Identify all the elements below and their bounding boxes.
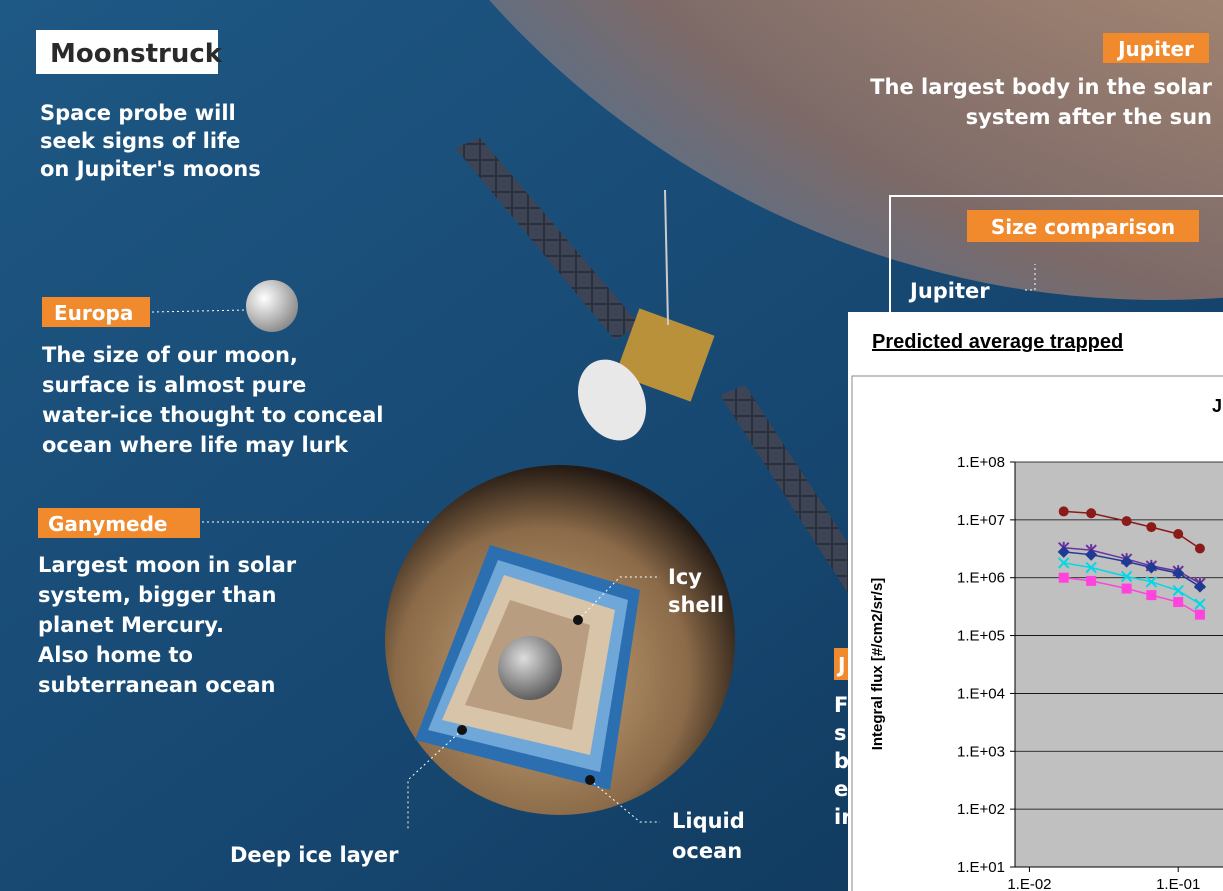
jupiter-tag: Jupiter	[1116, 37, 1194, 61]
plot-area	[1015, 462, 1223, 867]
point	[1086, 508, 1096, 518]
subtitle-line: on Jupiter's moons	[40, 157, 261, 181]
partial-line: F	[834, 693, 848, 717]
europa-sphere	[246, 280, 298, 332]
europa-line: ocean where life may lurk	[42, 433, 349, 457]
point	[1086, 576, 1096, 586]
y-axis-label: Integral flux [#/cm2/sr/s]	[869, 578, 886, 751]
y-tick-label: 1.E+01	[957, 859, 1005, 876]
title: Moonstruck	[50, 39, 223, 69]
pointer-dot	[585, 775, 595, 785]
point	[1059, 573, 1069, 583]
point	[1146, 590, 1156, 600]
ganymede-line: system, bigger than	[38, 583, 276, 607]
chart-title: Predicted average trapped	[872, 331, 1123, 353]
subtitle-line: seek signs of life	[40, 129, 240, 153]
y-tick-label: 1.E+02	[957, 801, 1005, 818]
y-tick-label: 1.E+06	[957, 570, 1005, 587]
layer-label: Icy	[668, 565, 702, 589]
partial-line: b	[834, 749, 849, 773]
layer-label: shell	[668, 593, 724, 617]
point	[1122, 516, 1132, 526]
y-tick-label: 1.E+04	[957, 685, 1005, 702]
pointer-dot	[457, 725, 467, 735]
ganymede-line: subterranean ocean	[38, 673, 276, 697]
partial-tag: J	[836, 653, 845, 677]
europa-line: water-ice thought to conceal	[42, 403, 384, 427]
jupiter-text: system after the sun	[966, 105, 1212, 129]
europa-tag: Europa	[54, 301, 133, 325]
partial-line: e	[834, 777, 848, 801]
y-tick-label: 1.E+05	[957, 628, 1005, 645]
chart: Predicted average trapped J Integral flu…	[848, 312, 1223, 891]
x-tick-label: 1.E-01	[1156, 876, 1200, 891]
size-tag: Size comparison	[991, 215, 1175, 239]
size-label: Jupiter	[908, 279, 990, 303]
point	[1173, 529, 1183, 539]
jupiter-text: The largest body in the solar	[870, 75, 1212, 99]
chart-subtitle: J	[1212, 396, 1222, 416]
page: Moonstruck Space probe will seek signs o…	[0, 0, 1223, 891]
subtitle-line: Space probe will	[40, 101, 236, 125]
ganymede-line: Largest moon in solar	[38, 553, 297, 577]
europa-line: The size of our moon,	[42, 343, 298, 367]
pointer-dot	[573, 615, 583, 625]
layer-label: Deep ice layer	[230, 843, 399, 867]
europa-line: surface is almost pure	[42, 373, 306, 397]
ganymede-cutaway	[385, 465, 735, 815]
point	[1173, 597, 1183, 607]
layer-label: Liquid	[672, 809, 745, 833]
point	[1122, 584, 1132, 594]
point	[1195, 610, 1205, 620]
layer-label: ocean	[672, 839, 742, 863]
point	[1059, 506, 1069, 516]
x-tick-label: 1.E-02	[1007, 876, 1051, 891]
y-tick-label: 1.E+03	[957, 743, 1005, 760]
ganymede-line: Also home to	[38, 643, 193, 667]
partial-line: s	[834, 721, 847, 745]
ganymede-line: planet Mercury.	[38, 613, 224, 637]
point	[1195, 543, 1205, 553]
ganymede-tag: Ganymede	[48, 512, 167, 536]
point	[1146, 522, 1156, 532]
y-tick-label: 1.E+07	[957, 512, 1005, 529]
y-tick-label: 1.E+08	[957, 454, 1005, 471]
